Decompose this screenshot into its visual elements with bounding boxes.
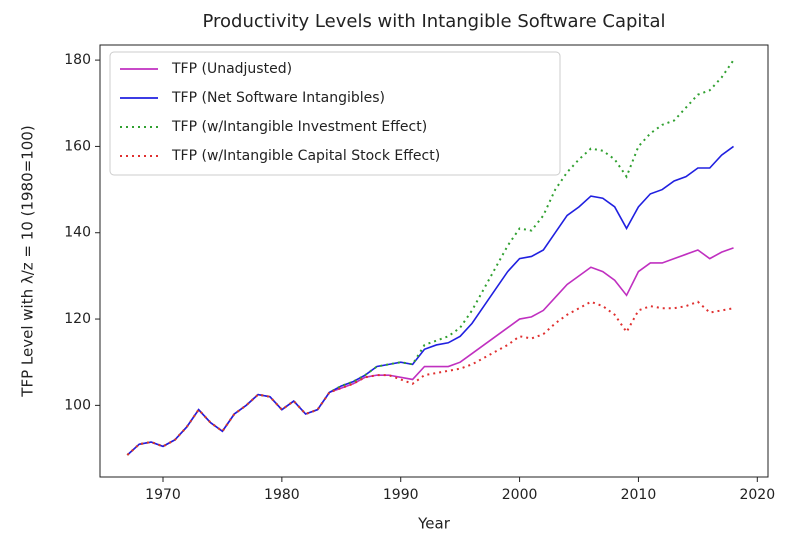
legend-label: TFP (w/Intangible Capital Stock Effect) [171, 148, 440, 164]
x-tick-label: 1970 [145, 487, 181, 503]
y-tick-label: 160 [64, 138, 91, 154]
x-tick-label: 1980 [264, 487, 300, 503]
legend-label: TFP (w/Intangible Investment Effect) [171, 119, 427, 135]
x-tick-label: 2000 [502, 487, 538, 503]
series-line [126, 145, 735, 456]
y-tick-label: 120 [64, 311, 91, 327]
chart-title: Productivity Levels with Intangible Soft… [203, 11, 666, 32]
y-axis-label: TFP Level with λ/z = 10 (1980=100) [19, 125, 37, 397]
x-tick-label: 2010 [621, 487, 657, 503]
x-tick-label: 2020 [739, 487, 775, 503]
legend-frame [109, 51, 561, 176]
x-tick-label: 1990 [383, 487, 419, 503]
legend-label: TFP (Net Software Intangibles) [171, 90, 385, 106]
legend-label: TFP (Unadjusted) [171, 61, 292, 77]
y-tick-label: 100 [64, 397, 91, 413]
plot-frame [99, 44, 769, 478]
series-line [126, 247, 734, 456]
series-line [126, 300, 734, 456]
y-tick-label: 140 [64, 225, 91, 241]
y-tick-label: 180 [64, 52, 91, 68]
x-axis-label: Year [417, 515, 451, 533]
